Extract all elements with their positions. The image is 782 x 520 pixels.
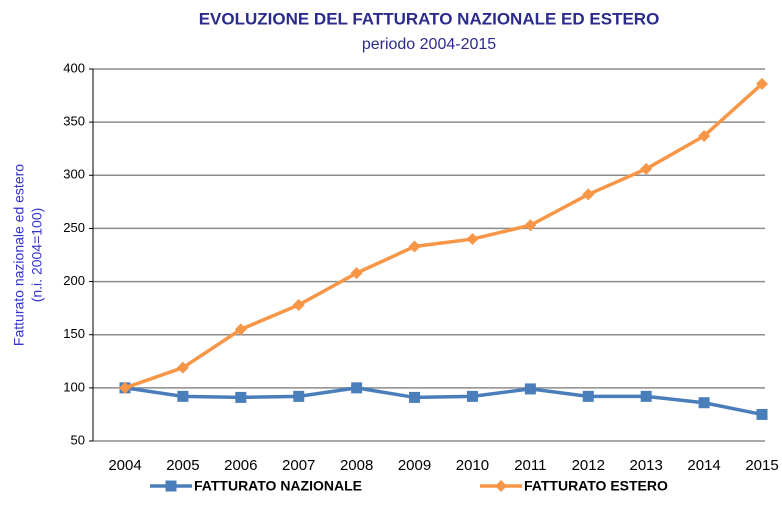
y-tick-label: 300 [63, 167, 85, 182]
marker [698, 397, 710, 409]
marker [119, 381, 131, 394]
legend-marker [495, 480, 507, 492]
legend-label: FATTURATO NAZIONALE [194, 478, 362, 494]
marker [350, 267, 363, 280]
x-tick-label: 2009 [398, 457, 431, 474]
x-tick-label: 2015 [745, 457, 778, 474]
marker [524, 383, 536, 395]
y-tick-label: 250 [63, 220, 85, 235]
marker [698, 129, 711, 142]
y-axis-label: (n.i. 2004=100) [29, 208, 45, 303]
x-tick-label: 2011 [514, 457, 546, 474]
marker [235, 391, 247, 403]
x-tick-label: 2013 [629, 457, 662, 474]
marker [756, 77, 768, 90]
marker [409, 391, 421, 403]
x-tick-label: 2006 [224, 457, 257, 474]
marker [408, 240, 421, 253]
marker [176, 361, 189, 374]
x-tick-label: 2014 [687, 457, 720, 474]
y-tick-label: 400 [63, 60, 85, 75]
x-tick-label: 2010 [456, 457, 489, 474]
x-tick-label: 2012 [572, 457, 605, 474]
marker [466, 390, 478, 402]
marker [466, 233, 479, 246]
marker [582, 188, 595, 201]
marker [293, 390, 305, 402]
x-tick-label: 2005 [166, 457, 199, 474]
marker [524, 219, 537, 232]
marker [640, 162, 653, 175]
marker [582, 390, 594, 402]
chart-subtitle: periodo 2004-2015 [362, 36, 496, 53]
chart-title: EVOLUZIONE DEL FATTURATO NAZIONALE ED ES… [199, 9, 660, 28]
y-tick-label: 50 [71, 432, 85, 447]
y-tick-label: 100 [63, 379, 85, 394]
y-tick-label: 350 [63, 114, 85, 129]
series-line [124, 386, 763, 417]
legend-marker [165, 480, 177, 492]
y-tick-label: 200 [63, 273, 85, 288]
y-axis-label: Fatturato nazionale ed estero [11, 164, 27, 346]
x-tick-label: 2004 [108, 457, 141, 474]
marker [351, 382, 363, 394]
x-tick-label: 2007 [282, 457, 315, 474]
marker [640, 390, 652, 402]
marker [234, 323, 247, 336]
series-line [124, 82, 764, 390]
marker [292, 298, 305, 311]
x-tick-label: 2008 [340, 457, 373, 474]
legend-label: FATTURATO ESTERO [524, 478, 668, 494]
marker [177, 390, 189, 402]
marker [756, 408, 768, 420]
y-tick-label: 150 [63, 326, 85, 341]
